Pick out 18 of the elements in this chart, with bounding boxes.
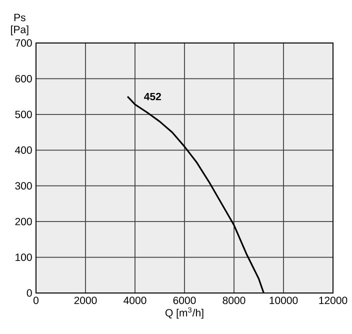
x-tick-label: 10000 (270, 296, 298, 304)
y-tick-label: 200 (15, 218, 32, 226)
x-tick-label: 12000 (319, 296, 348, 304)
y-tick-label: 400 (15, 146, 32, 154)
y-tick-label: 300 (15, 182, 32, 190)
x-tick-label: 8000 (222, 296, 246, 304)
y-tick-label: 600 (15, 75, 32, 82)
x-tick-label: 4000 (124, 296, 146, 304)
y-tick-label: 100 (16, 254, 32, 262)
x-axis-title: Q [m$^{3}$/h] (165, 307, 204, 319)
y-tick-label: 700 (15, 39, 32, 47)
y-tick-label: 0 (26, 289, 32, 297)
x-tick-label: 6000 (173, 296, 196, 304)
x-tick-label: 2000 (74, 296, 97, 304)
x-tick-label: 0 (33, 296, 38, 304)
y-axis-title: Ps [Pa] (11, 14, 28, 36)
y-tick-label: 500 (15, 110, 32, 118)
series-label: 452 (144, 92, 161, 100)
